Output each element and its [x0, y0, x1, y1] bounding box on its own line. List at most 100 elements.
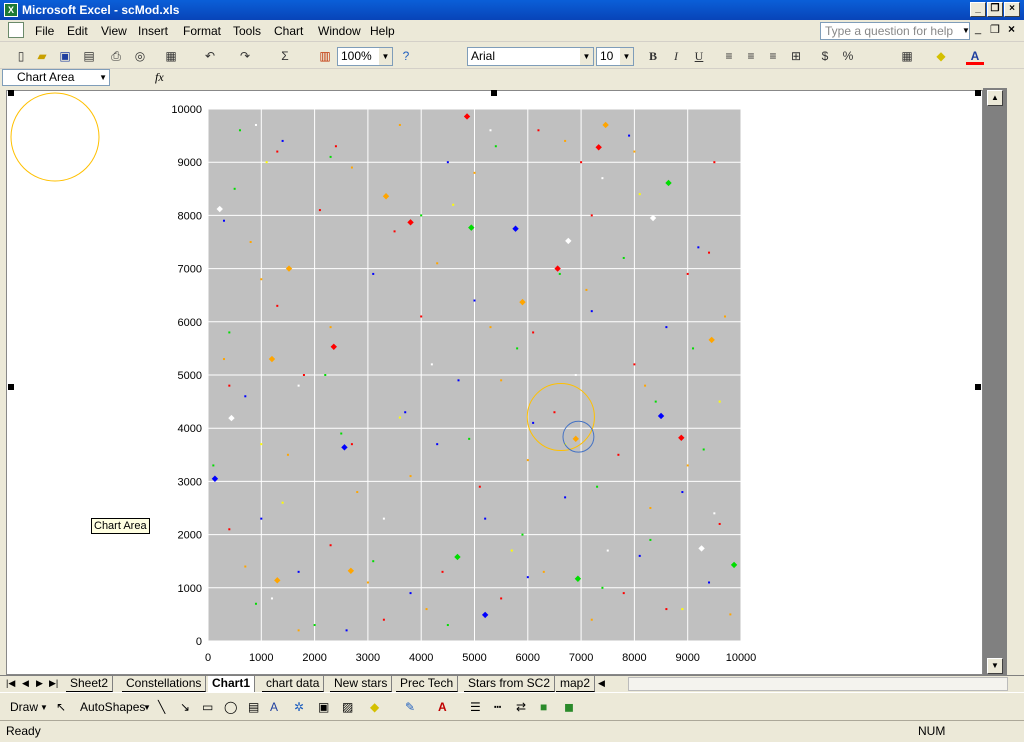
tab-more-icon[interactable]: ◀: [598, 678, 605, 688]
close-button[interactable]: ×: [1004, 2, 1020, 17]
undo-icon[interactable]: ↶: [204, 49, 216, 63]
excel-app-icon[interactable]: X: [4, 3, 18, 17]
menu-edit[interactable]: Edit: [67, 24, 88, 38]
fx-label[interactable]: fx: [155, 70, 164, 84]
align-left-icon[interactable]: ≡: [725, 49, 733, 63]
scroll-down-icon[interactable]: ▼: [987, 658, 1003, 674]
menu-chart[interactable]: Chart: [274, 24, 304, 38]
font-combo[interactable]: Arial ▼: [467, 47, 594, 66]
redo-icon[interactable]: ↷: [239, 49, 251, 63]
save-icon[interactable]: ▣: [59, 49, 71, 63]
new-icon[interactable]: ▯: [17, 49, 25, 63]
chart-sheet[interactable]: [6, 90, 983, 675]
tab-chart1[interactable]: Chart1: [208, 676, 256, 692]
print-preview-icon[interactable]: ◎: [134, 49, 146, 63]
align-right-icon[interactable]: ≡: [769, 49, 777, 63]
scroll-up-icon[interactable]: ▲: [987, 90, 1003, 106]
help-dropdown-icon[interactable]: ▼: [962, 26, 970, 35]
underline-button[interactable]: U: [694, 49, 704, 63]
tab-sheet2[interactable]: Sheet2: [66, 676, 114, 692]
select-objects-icon[interactable]: ↖: [56, 700, 67, 714]
merge-center-icon[interactable]: ⊞: [790, 49, 802, 63]
draw-dropdown-icon[interactable]: ▼: [40, 703, 48, 712]
name-box-dropdown-icon[interactable]: ▼: [99, 73, 107, 82]
chart-wizard-icon[interactable]: ▥: [319, 49, 331, 63]
prev-sheet-icon[interactable]: ◀: [22, 678, 29, 688]
permission-icon[interactable]: ▤: [83, 49, 95, 63]
paste-icon[interactable]: ▦: [165, 49, 177, 63]
font-dropdown-icon[interactable]: ▼: [580, 48, 593, 65]
tab-map2[interactable]: map2: [556, 676, 596, 692]
bold-button[interactable]: B: [648, 49, 657, 63]
doc-close-button[interactable]: ×: [1008, 22, 1016, 36]
tab-prec-tech[interactable]: Prec Tech: [396, 676, 459, 692]
clipart-icon[interactable]: ▣: [318, 700, 330, 714]
borders-icon[interactable]: ▦: [901, 49, 913, 63]
resize-handle[interactable]: [491, 90, 497, 96]
restore-button[interactable]: ❐: [987, 2, 1003, 17]
arrow-icon[interactable]: ↘: [180, 700, 191, 714]
diagram-icon[interactable]: ✲: [294, 700, 305, 714]
rectangle-icon[interactable]: ▭: [202, 700, 214, 714]
name-box[interactable]: Chart Area ▼: [2, 69, 110, 86]
line-color-icon[interactable]: ✎: [405, 700, 416, 714]
dash-style-icon[interactable]: ┅: [494, 700, 502, 714]
help-icon[interactable]: ?: [402, 49, 410, 63]
draw-font-color-icon[interactable]: A: [438, 700, 447, 714]
font-size-combo[interactable]: 10 ▼: [596, 47, 634, 66]
menu-view[interactable]: View: [101, 24, 127, 38]
autosum-icon[interactable]: Σ: [281, 49, 289, 63]
first-sheet-icon[interactable]: |◀: [6, 678, 16, 688]
zoom-combo[interactable]: 100% ▼: [337, 47, 393, 66]
workbook-icon[interactable]: [8, 22, 24, 38]
italic-button[interactable]: I: [674, 49, 678, 63]
percent-button[interactable]: %: [842, 49, 854, 63]
textbox-icon[interactable]: ▤: [248, 700, 260, 714]
tab-chart-data[interactable]: chart data: [262, 676, 325, 692]
align-center-icon[interactable]: ≡: [747, 49, 755, 63]
font-color-icon[interactable]: A: [966, 47, 984, 65]
resize-handle[interactable]: [975, 90, 981, 96]
3d-style-icon[interactable]: ◼: [564, 700, 574, 714]
line-style-icon[interactable]: ☰: [470, 700, 481, 714]
currency-button[interactable]: $: [821, 49, 829, 63]
open-icon[interactable]: ▰: [37, 49, 47, 63]
menu-format[interactable]: Format: [183, 24, 222, 38]
tab-stars-from-sc2[interactable]: Stars from SC2: [464, 676, 556, 692]
tab-new-stars[interactable]: New stars: [330, 676, 393, 692]
vertical-scrollbar[interactable]: ▲ ▼: [983, 88, 1007, 677]
minimize-button[interactable]: _: [970, 2, 986, 17]
menu-window[interactable]: Window: [318, 24, 361, 38]
help-search-input[interactable]: Type a question for help: [820, 22, 970, 40]
doc-restore-button[interactable]: ❐: [990, 24, 1000, 36]
horizontal-scrollbar[interactable]: [628, 677, 1008, 691]
line-icon[interactable]: ╲: [158, 700, 166, 714]
autoshapes-menu[interactable]: AutoShapes: [80, 700, 146, 714]
zoom-dropdown-icon[interactable]: ▼: [379, 48, 392, 65]
resize-handle[interactable]: [8, 90, 14, 96]
name-box-value: Chart Area: [17, 70, 75, 84]
menu-insert[interactable]: Insert: [138, 24, 169, 38]
resize-handle[interactable]: [975, 384, 981, 390]
fill-color-icon[interactable]: ◆: [936, 49, 946, 63]
size-dropdown-icon[interactable]: ▼: [620, 48, 633, 65]
menu-file[interactable]: File: [35, 24, 55, 38]
menu-tools[interactable]: Tools: [233, 24, 262, 38]
resize-handle[interactable]: [8, 384, 14, 390]
arrow-style-icon[interactable]: ⇄: [516, 700, 527, 714]
autoshapes-dropdown-icon[interactable]: ▼: [143, 703, 151, 712]
status-text: Ready: [6, 724, 41, 738]
print-icon[interactable]: ⎙: [111, 49, 121, 63]
tab-constellations[interactable]: Constellations: [122, 676, 207, 692]
last-sheet-icon[interactable]: ▶|: [49, 678, 59, 688]
wordart-icon[interactable]: A: [270, 700, 279, 714]
draw-fill-color-icon[interactable]: ◆: [370, 700, 380, 714]
drawing-toolbar: Draw ▼ ↖ AutoShapes ▼ ╲ ↘ ▭ ◯ ▤ A ✲ ▣ ▨ …: [0, 692, 1024, 719]
draw-menu[interactable]: Draw: [10, 700, 39, 714]
doc-minimize-button[interactable]: _: [975, 23, 982, 35]
oval-icon[interactable]: ◯: [224, 700, 238, 714]
menu-help[interactable]: Help: [370, 24, 395, 38]
shadow-style-icon[interactable]: ■: [540, 700, 548, 714]
picture-icon[interactable]: ▨: [342, 700, 354, 714]
next-sheet-icon[interactable]: ▶: [36, 678, 43, 688]
